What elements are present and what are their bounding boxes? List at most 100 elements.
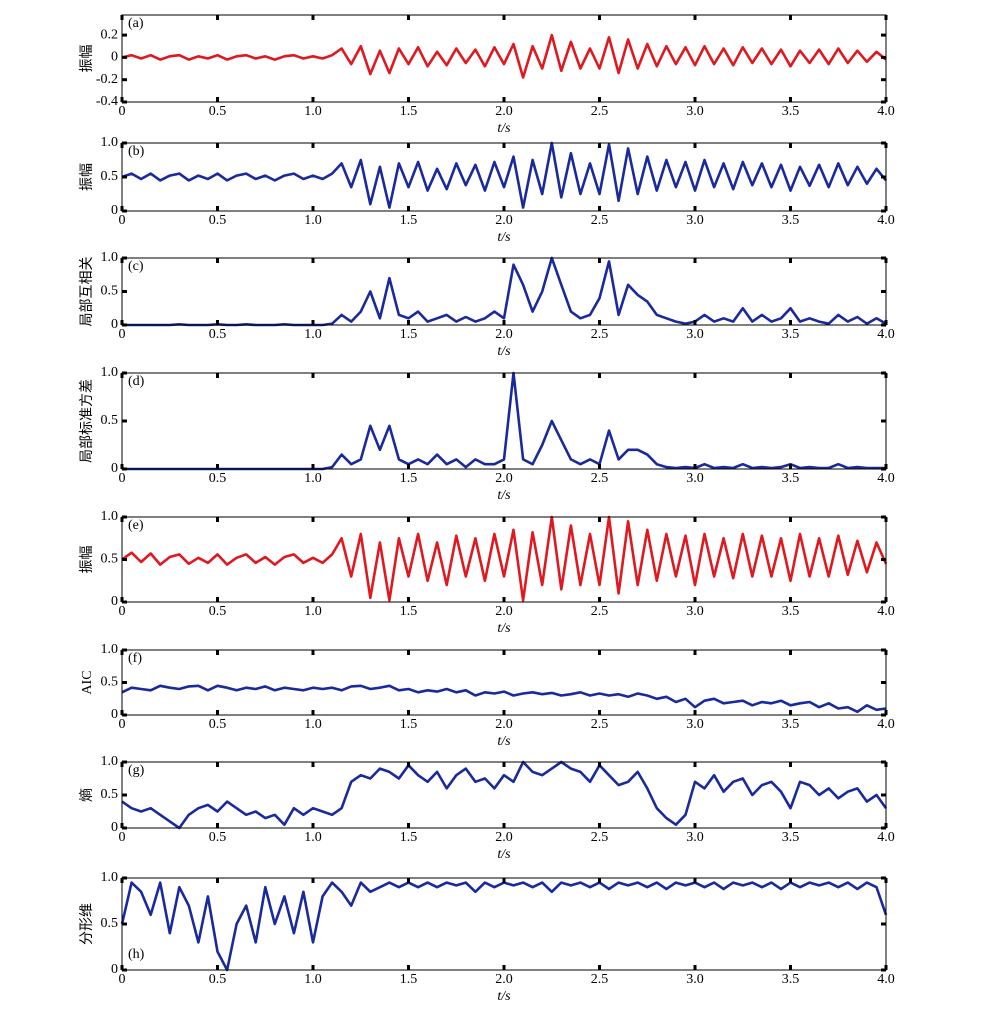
y-tick-label: 1.0	[101, 870, 119, 885]
x-tick-label: 3.0	[686, 604, 704, 619]
x-tick-label: 3.5	[782, 972, 800, 987]
x-tick-label: 2.5	[591, 717, 609, 732]
y-axis-label: AIC	[80, 670, 95, 694]
y-tick-label: 0.5	[101, 284, 119, 299]
x-tick-label: 1.0	[304, 213, 322, 228]
x-tick-label: 1.5	[400, 717, 418, 732]
x-tick-label: 2.0	[495, 830, 513, 845]
x-tick-label: 4.0	[877, 972, 895, 987]
signal-line	[121, 684, 887, 714]
y-tick-label: -0.2	[96, 72, 118, 87]
x-tick-label: 1.5	[400, 972, 418, 987]
axes-frame	[121, 516, 887, 603]
x-tick-label: 2.0	[495, 471, 513, 486]
axes-frame	[121, 14, 887, 103]
panel-label: (a)	[128, 16, 144, 31]
x-tick-label: 2.0	[495, 104, 513, 119]
y-tick-label: 0.5	[101, 675, 119, 690]
y-tick-label: 0	[111, 461, 118, 476]
x-tick-label: 1.0	[304, 604, 322, 619]
y-tick-label: 1.0	[101, 642, 119, 657]
panel-label: (c)	[128, 259, 144, 274]
y-tick-label: 0.5	[101, 916, 119, 931]
x-tick-label: 3.0	[686, 830, 704, 845]
x-tick-label: 3.0	[686, 213, 704, 228]
x-tick-label: 3.5	[782, 327, 800, 342]
x-axis-label: t/s	[497, 734, 511, 749]
panel-label: (d)	[128, 374, 145, 389]
x-tick-label: 4.0	[877, 604, 895, 619]
x-tick-label: 3.0	[686, 471, 704, 486]
y-axis-label: 振幅	[79, 163, 95, 191]
x-tick-label: 2.0	[495, 717, 513, 732]
y-tick-label: 0.5	[101, 552, 119, 567]
x-tick-label: 4.0	[877, 213, 895, 228]
x-tick-label: 2.0	[495, 327, 513, 342]
x-tick-label: 4.0	[877, 830, 895, 845]
signal-line	[120, 881, 888, 972]
y-tick-label: 0.5	[101, 169, 119, 184]
x-axis-label: t/s	[497, 847, 511, 862]
y-axis-label: 局部互相关	[79, 257, 95, 327]
x-tick-label: 0.5	[209, 604, 227, 619]
y-tick-label: 1.0	[101, 135, 119, 150]
x-tick-label: 1.0	[304, 830, 322, 845]
x-tick-label: 4.0	[877, 471, 895, 486]
x-tick-label: 0.5	[209, 830, 227, 845]
y-tick-label: 1.0	[101, 754, 119, 769]
x-tick-label: 3.5	[782, 104, 800, 119]
x-tick-label: 3.5	[782, 717, 800, 732]
x-tick-label: 0	[119, 327, 126, 342]
x-tick-label: 0.5	[209, 717, 227, 732]
x-tick-label: 0	[119, 972, 126, 987]
panel-label: (g)	[128, 763, 145, 778]
y-tick-label: 0	[111, 707, 118, 722]
panel-label: (f)	[128, 651, 142, 666]
signal-line	[122, 256, 887, 327]
y-tick-label: 0	[111, 317, 118, 332]
x-axis-label: t/s	[497, 621, 511, 636]
x-tick-label: 3.5	[782, 213, 800, 228]
y-axis-label: 熵	[79, 788, 95, 802]
x-tick-label: 2.0	[495, 972, 513, 987]
y-tick-label: 1.0	[101, 365, 119, 380]
x-tick-label: 1.0	[304, 471, 322, 486]
axes-frame	[121, 761, 887, 829]
x-tick-label: 4.0	[877, 717, 895, 732]
y-tick-label: 0.5	[101, 787, 119, 802]
x-tick-label: 2.5	[591, 830, 609, 845]
y-axis-label: 振幅	[79, 45, 95, 73]
x-tick-label: 2.5	[591, 213, 609, 228]
x-tick-label: 0.5	[209, 471, 227, 486]
x-axis-label: t/s	[497, 121, 511, 136]
x-tick-label: 1.5	[400, 104, 418, 119]
y-tick-label: 0	[111, 962, 118, 977]
panel-label: (b)	[128, 144, 145, 159]
panel-label: (e)	[128, 518, 144, 533]
x-tick-label: 2.5	[591, 327, 609, 342]
x-tick-label: 0.5	[209, 213, 227, 228]
y-tick-label: 0	[111, 594, 118, 609]
x-tick-label: 3.0	[686, 104, 704, 119]
x-axis-label: t/s	[497, 989, 511, 1004]
y-tick-label: 0	[111, 820, 118, 835]
y-tick-label: 0.5	[101, 413, 119, 428]
x-tick-label: 0	[119, 830, 126, 845]
y-axis-label: 分形维	[79, 903, 95, 945]
x-tick-label: 0	[119, 604, 126, 619]
x-tick-label: 2.0	[495, 213, 513, 228]
x-tick-label: 2.5	[591, 104, 609, 119]
x-tick-label: 1.5	[400, 604, 418, 619]
x-tick-label: 0.5	[209, 972, 227, 987]
y-axis-label: 局部标准方差	[79, 379, 95, 463]
x-tick-label: 0.5	[209, 104, 227, 119]
y-tick-label: -0.4	[96, 94, 118, 109]
x-tick-label: 3.5	[782, 471, 800, 486]
x-tick-label: 2.5	[591, 604, 609, 619]
x-tick-label: 0	[119, 104, 126, 119]
x-tick-label: 3.0	[686, 972, 704, 987]
signal-line	[121, 141, 888, 209]
x-tick-label: 2.5	[591, 471, 609, 486]
x-axis-label: t/s	[497, 344, 511, 359]
